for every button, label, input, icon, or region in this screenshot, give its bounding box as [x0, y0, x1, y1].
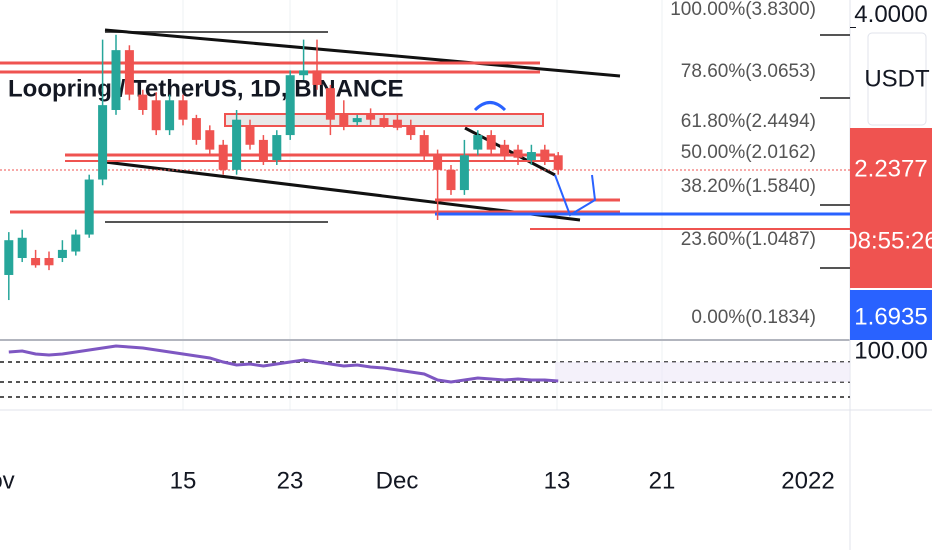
candle-body	[540, 149, 550, 161]
candle-body	[258, 139, 268, 161]
candle-body	[312, 70, 322, 85]
candle-body	[245, 125, 255, 145]
candle-body	[433, 155, 443, 170]
candle-body	[325, 88, 335, 120]
candle-body	[513, 149, 523, 158]
candle-body	[366, 114, 376, 120]
candle-body	[392, 119, 402, 128]
x-tick-label: 2022	[781, 467, 834, 494]
x-tick-label: 21	[649, 467, 676, 494]
candle-body	[379, 118, 389, 126]
candle-body	[165, 100, 175, 131]
countdown: 08:55:26	[844, 227, 932, 254]
x-tick-label: 23	[277, 467, 304, 494]
candle-body	[84, 179, 94, 235]
candle-body	[218, 144, 228, 170]
candle-body	[459, 155, 469, 191]
candle-body	[486, 135, 496, 150]
candle-body	[178, 100, 188, 120]
candle-body	[272, 135, 282, 161]
fib-label: 23.60%(1.0487)	[681, 229, 816, 250]
candle-body	[191, 118, 201, 140]
candle-body	[500, 144, 510, 156]
candle-body	[17, 237, 27, 258]
candle-body	[406, 125, 416, 136]
candle-body	[446, 169, 456, 191]
candle-body	[205, 130, 215, 150]
fib-label: 50.00%(2.0162)	[681, 142, 816, 163]
candle-body	[299, 70, 309, 76]
x-tick-label: 15	[170, 467, 197, 494]
fib-label: 78.60%(3.0653)	[681, 61, 816, 82]
candle-body	[526, 152, 536, 161]
candle-body	[4, 240, 14, 275]
candle-body	[285, 75, 295, 136]
candle-body	[138, 94, 148, 110]
x-tick-label: Dec	[376, 467, 419, 494]
candle-body	[419, 135, 429, 156]
fib-label: 61.80%(2.4494)	[681, 111, 816, 132]
candle-body	[124, 50, 134, 95]
candle-body	[151, 100, 161, 131]
candle-body	[31, 257, 41, 266]
candle-body	[473, 135, 483, 150]
candle-body	[553, 155, 563, 170]
candle-body	[232, 119, 242, 170]
rsi-line	[8, 344, 559, 384]
price-tag: 1.6935	[854, 303, 927, 330]
y-tick-label: 4.0000	[854, 1, 927, 28]
x-tick-label: ov	[0, 467, 15, 494]
currency: USDT	[864, 65, 930, 92]
candle-body	[71, 234, 81, 252]
candle-body	[111, 50, 121, 110]
last-price: 2.2377	[854, 155, 927, 182]
candle-body	[57, 249, 67, 258]
candle-body	[44, 257, 54, 266]
fib-label: 0.00%(0.1834)	[691, 307, 816, 328]
candle-body	[98, 105, 108, 180]
rsi-tick: 100.00	[854, 337, 927, 364]
candle-body	[339, 114, 349, 126]
chart-title: Loopring / TetherUS, 1D, BINANCE	[8, 75, 404, 102]
fib-label: 100.00%(3.8300)	[670, 0, 816, 20]
candle-body	[352, 118, 362, 123]
fib-label: 38.20%(1.5840)	[681, 176, 816, 197]
x-tick-label: 13	[544, 467, 571, 494]
